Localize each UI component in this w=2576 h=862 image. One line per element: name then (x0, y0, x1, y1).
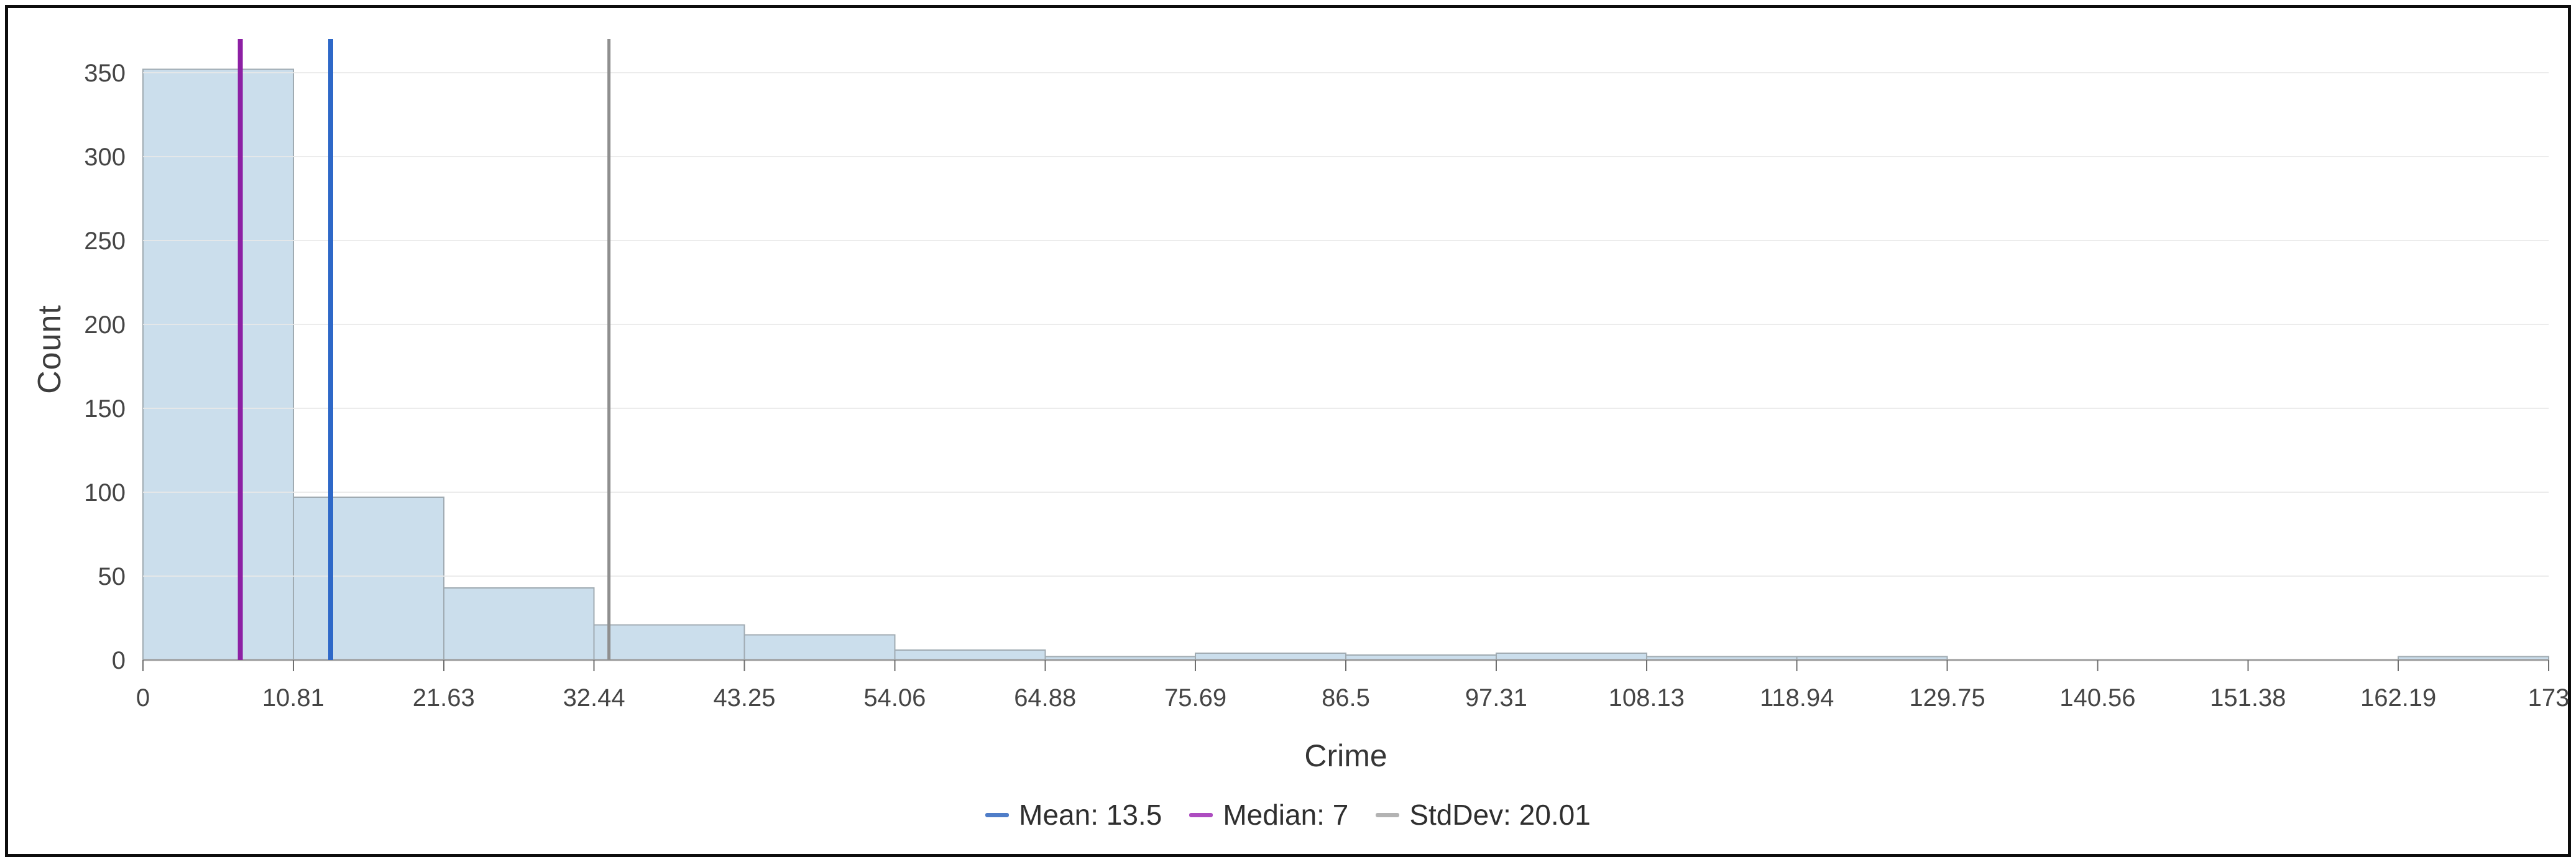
x-tick-label: 162.19 (2360, 684, 2436, 712)
legend-item-median[interactable]: Median: 7 (1189, 798, 1348, 832)
legend-dash-mean-icon (985, 812, 1010, 817)
histogram-bar[interactable] (142, 68, 294, 661)
reference-lines-layer (237, 39, 611, 660)
legend-dash-median-icon (1189, 812, 1213, 817)
x-tick-label: 97.31 (1465, 684, 1527, 712)
legend-dash-stddev-icon (1376, 812, 1400, 817)
x-tick-label: 43.25 (713, 684, 775, 712)
bars-layer (142, 68, 2549, 661)
x-tick-label: 32.44 (563, 684, 625, 712)
x-tick-label: 75.69 (1164, 684, 1226, 712)
axis-layer (142, 659, 2549, 671)
x-axis-title: Crime (1304, 738, 1387, 773)
x-tick-label: 140.56 (2059, 684, 2135, 712)
x-tick-label: 118.94 (1760, 684, 1834, 712)
histogram-bar[interactable] (292, 497, 444, 661)
legend-item-stddev[interactable]: StdDev: 20.01 (1376, 798, 1591, 832)
legend-label-stddev: StdDev: 20.01 (1409, 799, 1591, 831)
x-tick-label: 151.38 (2210, 684, 2286, 712)
y-tick-label: 150 (84, 395, 126, 423)
gridlines-layer (143, 72, 2549, 577)
histogram-bar[interactable] (894, 649, 1046, 661)
y-tick-label: 350 (84, 60, 126, 87)
x-tick-label: 129.75 (1909, 684, 1985, 712)
x-tick-label: 21.63 (413, 684, 475, 712)
histogram-bar[interactable] (1195, 653, 1346, 661)
x-tick-label: 10.81 (262, 684, 324, 712)
x-tick-label: 0 (136, 684, 150, 712)
y-tick-label: 50 (98, 563, 126, 590)
histogram-bar[interactable] (743, 634, 896, 661)
histogram-bar[interactable] (593, 624, 745, 661)
x-tick-label: 54.06 (863, 684, 926, 712)
y-tick-label: 250 (84, 227, 126, 255)
y-tick-label: 0 (112, 647, 126, 674)
x-tick-label: 108.13 (1609, 684, 1685, 712)
x-tick-label: 173 (2528, 684, 2570, 712)
x-tick-label: 64.88 (1014, 684, 1076, 712)
y-tick-label: 100 (84, 479, 126, 507)
chart-legend: Mean: 13.5 Median: 7 StdDev: 20.01 (0, 798, 2576, 832)
y-tick-label: 200 (84, 311, 126, 339)
histogram-bar[interactable] (443, 587, 595, 661)
y-axis-title: Count (32, 305, 68, 394)
legend-label-mean: Mean: 13.5 (1019, 799, 1162, 831)
x-tick-label: 86.5 (1322, 684, 1370, 712)
legend-label-median: Median: 7 (1223, 799, 1349, 831)
chart-border-frame (5, 5, 2571, 857)
y-tick-label: 300 (84, 144, 126, 171)
histogram-bar[interactable] (1495, 653, 1647, 661)
legend-item-mean[interactable]: Mean: 13.5 (985, 798, 1162, 832)
tick-labels-layer: 0 10.81 21.63 32.44 43.25 54.06 64.88 75.69 86.5… (84, 60, 2569, 712)
